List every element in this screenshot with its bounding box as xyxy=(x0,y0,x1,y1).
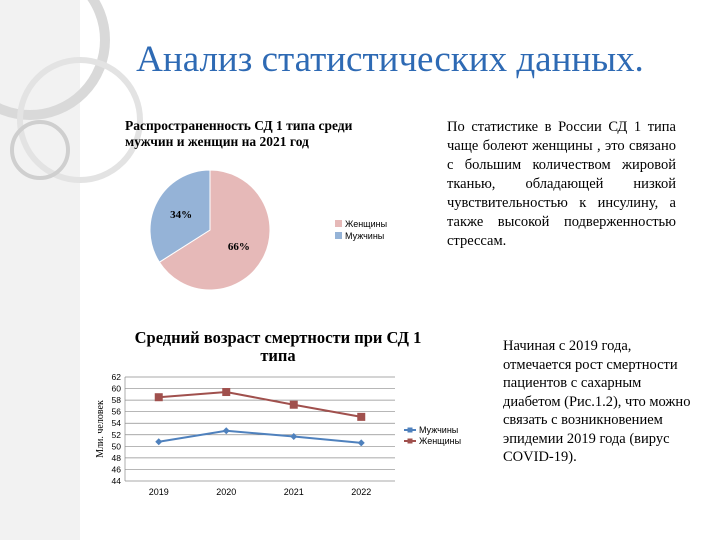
marker xyxy=(154,393,163,402)
marker xyxy=(289,400,298,409)
y-tick-label: 46 xyxy=(112,464,122,474)
legend-swatch xyxy=(335,232,342,239)
y-tick-label: 52 xyxy=(112,430,122,440)
line xyxy=(158,429,362,444)
ring xyxy=(10,120,70,180)
marker xyxy=(357,439,365,447)
x-tick-label: 2022 xyxy=(351,487,371,497)
y-tick-label: 62 xyxy=(112,372,122,382)
pie-slice xyxy=(158,169,271,291)
data-label: 66% xyxy=(228,241,250,253)
marker xyxy=(357,412,366,421)
marker xyxy=(222,388,231,397)
chart-title: Распространенность СД 1 типа среди мужчи… xyxy=(125,118,353,149)
y-tick-label: 56 xyxy=(112,407,122,417)
x-tick-label: 2020 xyxy=(216,487,236,497)
line xyxy=(158,391,362,418)
data-label: 34% xyxy=(170,209,192,221)
legend-marker xyxy=(407,427,413,433)
legend-label: Женщины xyxy=(345,219,387,229)
legend-marker xyxy=(407,438,413,444)
y-tick-label: 58 xyxy=(112,395,122,405)
ring xyxy=(0,0,110,120)
chart-title: Средний возраст смертности при СД 1 типа xyxy=(134,328,422,365)
legend-swatch xyxy=(335,220,342,227)
x-tick-label: 2021 xyxy=(284,487,304,497)
side-band xyxy=(0,0,80,540)
x-tick-label: 2019 xyxy=(149,487,169,497)
y-tick-label: 50 xyxy=(112,441,122,451)
paragraph: Начиная с 2019 года, отмечается рост сме… xyxy=(503,338,691,465)
marker xyxy=(290,433,298,441)
legend-label: Женщины xyxy=(419,436,461,446)
paragraph: По статистике в России СД 1 типа чаще бо… xyxy=(447,119,676,249)
y-tick-label: 60 xyxy=(112,384,122,394)
y-tick-label: 44 xyxy=(112,476,122,486)
marker xyxy=(155,438,163,446)
y-tick-label: 54 xyxy=(112,418,122,428)
pie-slice xyxy=(149,169,211,263)
ring xyxy=(17,57,143,183)
y-axis-label: Мли. человек xyxy=(95,400,106,458)
marker xyxy=(222,427,230,435)
slide-title: Анализ статистических данных. xyxy=(136,39,644,80)
y-tick-label: 48 xyxy=(112,453,122,463)
legend-label: Мужчины xyxy=(345,231,384,241)
legend-label: Мужчины xyxy=(419,425,458,435)
